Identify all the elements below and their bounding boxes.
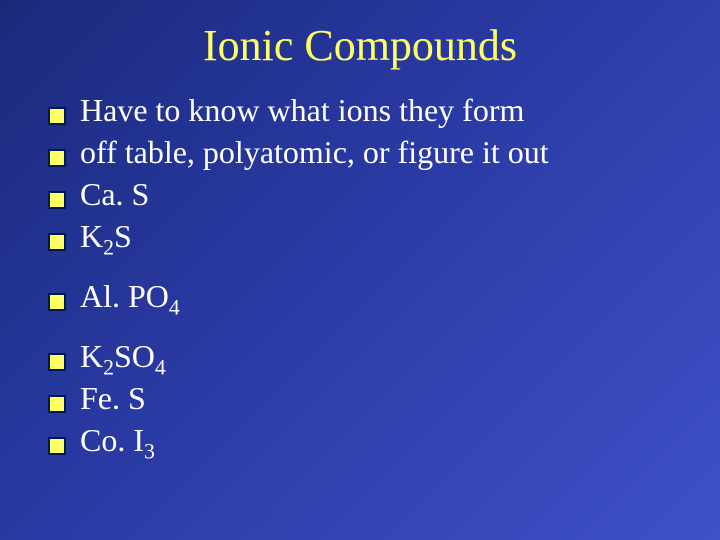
bullet-item: Co. I3: [48, 420, 680, 460]
bullet-icon: [48, 293, 66, 311]
bullet-text: K2S: [80, 216, 132, 256]
slide-title: Ionic Compounds: [0, 20, 720, 71]
bullet-text: Fe. S: [80, 378, 146, 418]
bullet-item: Ca. S: [48, 174, 680, 214]
bullet-text: Ca. S: [80, 174, 149, 214]
slide-content: Have to know what ions they form off tab…: [48, 90, 680, 462]
slide: Ionic Compounds Have to know what ions t…: [0, 0, 720, 540]
bullet-item: off table, polyatomic, or figure it out: [48, 132, 680, 172]
bullet-icon: [48, 233, 66, 251]
bullet-item: Have to know what ions they form: [48, 90, 680, 130]
bullet-text: Al. PO4: [80, 276, 180, 316]
bullet-item: K2SO4: [48, 336, 680, 376]
bullet-item: K2S: [48, 216, 680, 256]
bullet-item: Fe. S: [48, 378, 680, 418]
bullet-icon: [48, 191, 66, 209]
bullet-text: Co. I3: [80, 420, 155, 460]
bullet-icon: [48, 149, 66, 167]
bullet-item: Al. PO4: [48, 276, 680, 316]
bullet-icon: [48, 437, 66, 455]
bullet-text: off table, polyatomic, or figure it out: [80, 132, 549, 172]
bullet-text: Have to know what ions they form: [80, 90, 524, 130]
bullet-icon: [48, 395, 66, 413]
bullet-icon: [48, 107, 66, 125]
bullet-icon: [48, 353, 66, 371]
bullet-text: K2SO4: [80, 336, 166, 376]
